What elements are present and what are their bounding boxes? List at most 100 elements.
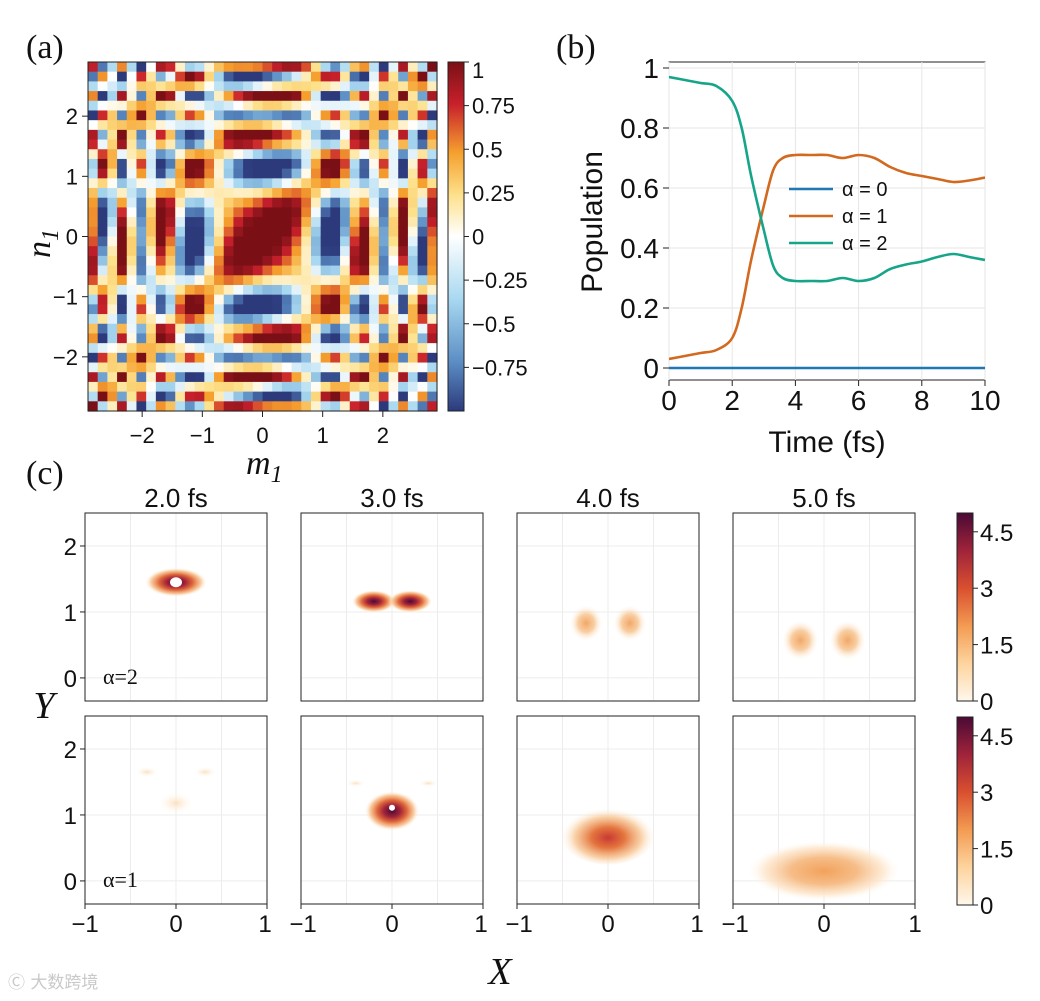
heatmap-cell xyxy=(88,236,99,247)
heatmap-cell xyxy=(165,401,176,412)
heatmap-cell xyxy=(146,71,157,82)
heatmap-cell xyxy=(136,333,147,344)
heatmap-cell xyxy=(291,149,302,160)
heatmap-cell xyxy=(88,188,99,199)
heatmap-cell xyxy=(175,129,186,141)
heatmap-cell xyxy=(281,188,293,199)
heatmap-cell xyxy=(175,284,186,296)
heatmap-cell xyxy=(291,236,302,247)
heatmap-cell xyxy=(214,284,225,296)
heatmap-cell xyxy=(310,62,322,73)
heatmap-cell xyxy=(272,401,283,412)
heatmap-cell xyxy=(204,401,215,412)
heatmap-cell xyxy=(417,401,428,412)
heatmap-cell xyxy=(117,197,128,209)
heatmap-cell xyxy=(175,362,186,373)
heatmap-cell xyxy=(359,100,370,112)
heatmap-cell xyxy=(243,323,254,335)
heatmap-cell xyxy=(165,197,176,209)
heatmap-cell xyxy=(388,91,399,102)
heatmap-cell xyxy=(310,236,322,247)
heatmap-cell xyxy=(214,188,225,199)
heatmap-cell xyxy=(155,110,167,121)
heatmap-cell xyxy=(88,314,99,325)
heatmap-cell xyxy=(146,294,157,305)
heatmap-cell xyxy=(155,275,167,286)
heatmap-cell xyxy=(301,158,312,170)
heatmap-cell xyxy=(194,333,205,344)
heatmap-cell xyxy=(97,246,108,257)
heatmap-cell xyxy=(281,81,293,92)
heatmap-cell xyxy=(349,149,361,160)
heatmap-cell xyxy=(378,129,390,141)
heatmap-cell xyxy=(291,91,302,102)
heatmap-cell xyxy=(165,333,176,344)
heatmap-cell xyxy=(427,372,438,383)
heatmap-cell xyxy=(175,217,186,228)
heatmap-cell xyxy=(204,139,215,150)
heatmap-cell xyxy=(117,100,128,112)
heatmap-cell xyxy=(272,129,283,141)
heatmap-cell xyxy=(233,343,244,354)
heatmap-cell xyxy=(281,362,293,373)
heatmap-cell xyxy=(378,401,390,412)
heatmap-cell xyxy=(291,120,302,131)
heatmap-cell xyxy=(97,197,108,209)
heatmap-cell xyxy=(214,217,225,228)
heatmap-cell xyxy=(349,236,361,247)
heatmap-cell xyxy=(340,246,351,257)
heatmap-cell xyxy=(184,265,196,276)
heatmap-cell xyxy=(214,333,225,344)
heatmap-cell xyxy=(291,139,302,150)
heatmap-cell xyxy=(262,71,273,82)
heatmap-cell xyxy=(88,304,99,315)
heatmap-cell xyxy=(417,255,428,267)
heatmap-cell xyxy=(165,246,176,257)
heatmap-cell xyxy=(407,226,419,238)
heatmap-cell xyxy=(155,372,167,383)
heatmap-cell xyxy=(272,217,283,228)
heatmap-cell xyxy=(233,226,244,238)
heatmap-cell xyxy=(369,304,380,315)
heatmap-cell xyxy=(136,391,147,402)
heatmap-cell xyxy=(417,294,428,305)
heatmap-cell xyxy=(194,323,205,335)
heatmap-cell xyxy=(146,139,157,150)
heatmap-cell xyxy=(272,265,283,276)
heatmap-cell xyxy=(301,304,312,315)
heatmap-cell xyxy=(204,255,215,267)
heatmap-cell xyxy=(233,139,244,150)
heatmap-cell xyxy=(146,81,157,92)
saturated-core xyxy=(170,577,182,588)
heatmap-cell xyxy=(175,246,186,257)
heatmap-cell xyxy=(262,236,273,247)
heatmap-cell xyxy=(349,110,361,121)
heatmap-cell xyxy=(175,226,186,238)
heatmap-cell xyxy=(340,197,351,209)
heatmap-cell xyxy=(223,62,235,73)
x-tick-label: 10 xyxy=(969,385,1000,416)
heatmap-cell xyxy=(349,352,361,364)
heatmap-cell xyxy=(330,391,341,402)
heatmap-cell xyxy=(155,352,167,364)
heatmap-cell xyxy=(214,275,225,286)
y-tick-label: 0.4 xyxy=(620,233,659,264)
x-tick-label: 1 xyxy=(474,911,487,938)
heatmap-cell xyxy=(340,81,351,92)
heatmap-cell xyxy=(398,372,409,383)
heatmap-cell xyxy=(340,158,351,170)
density-blob xyxy=(569,605,603,641)
heatmap-cell xyxy=(281,100,293,112)
heatmap-cell xyxy=(194,381,205,393)
heatmap-cell xyxy=(320,158,331,170)
heatmap-cell xyxy=(223,71,235,82)
heatmap-cell xyxy=(126,236,138,247)
heatmap-cell xyxy=(398,100,409,112)
heatmap-cell xyxy=(97,381,108,393)
heatmap-cell xyxy=(427,71,438,82)
heatmap-cell xyxy=(388,188,399,199)
heatmap-cell xyxy=(146,217,157,228)
heatmap-cell xyxy=(175,275,186,286)
heatmap-cell xyxy=(262,81,273,92)
density-blob xyxy=(560,805,656,865)
